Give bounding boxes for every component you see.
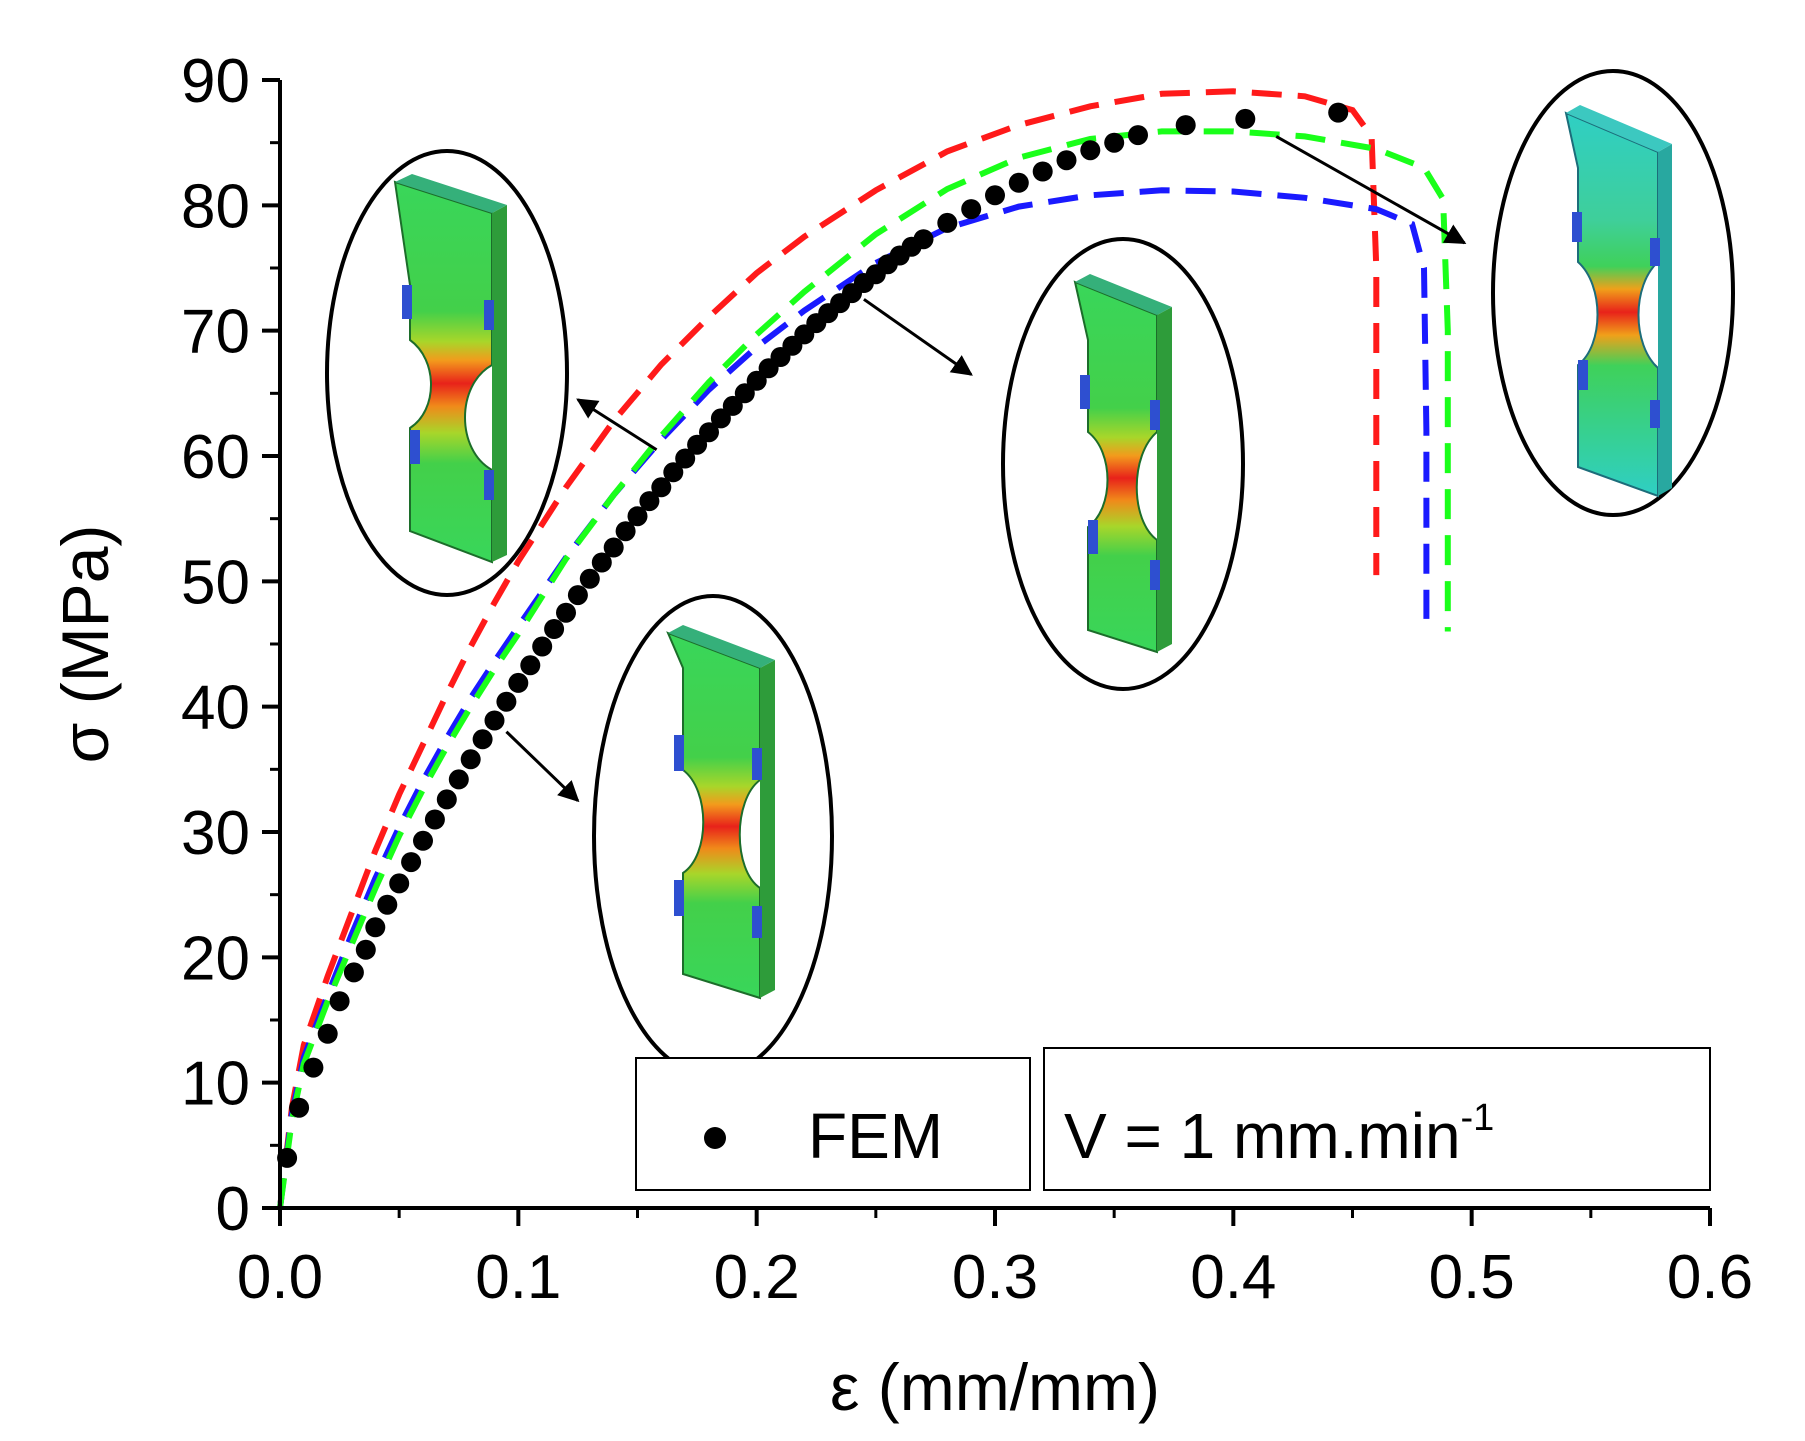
annotation-arrow-inset-strain-0.1: [505, 730, 580, 803]
fem-point: [508, 672, 529, 693]
y-ticks: 0 10 20 30 40 50 60 70 80 90: [181, 47, 280, 1244]
y-tick-label: 20: [181, 924, 250, 993]
fem-point: [734, 383, 755, 404]
fem-point: [424, 809, 445, 830]
x-tick-label: 0.2: [714, 1243, 800, 1312]
annotation-arrow-inset-strain-0.17: [576, 398, 658, 451]
fem-point: [1104, 132, 1125, 153]
fem-point: [663, 462, 684, 483]
fem-point: [448, 769, 469, 790]
legend-condition-main: V = 1 mm.min: [1064, 1100, 1461, 1172]
fem-point: [1008, 172, 1029, 193]
fem-point: [1032, 161, 1053, 182]
fem-point: [579, 568, 600, 589]
fem-point: [544, 619, 565, 639]
fem-point: [413, 830, 433, 851]
series-line-blue: [277, 187, 1430, 1209]
fem-point: [303, 1057, 324, 1078]
fem-point: [377, 894, 398, 915]
fem-point: [687, 434, 708, 455]
fem-point: [710, 408, 731, 429]
x-tick-label: 0.1: [475, 1243, 561, 1312]
fem-point: [651, 477, 672, 498]
legend-box-condition: [1043, 1047, 1711, 1191]
series-line-green: [277, 128, 1451, 1209]
annotation-arrows: [505, 135, 1467, 803]
fem-point: [389, 873, 410, 894]
fem-point: [436, 789, 457, 810]
y-tick-label: 10: [181, 1050, 250, 1119]
fem-points: [277, 102, 1349, 1168]
legend-condition-label: V = 1 mm.min-1: [1064, 1097, 1494, 1172]
fem-point: [496, 691, 517, 712]
legend: FEM V = 1 mm.min-1: [635, 1047, 1711, 1191]
x-ticks: 0.0 0.1 0.2 0.3 0.4 0.5 0.6: [237, 1208, 1753, 1312]
fem-point: [472, 729, 493, 750]
fem-point: [329, 991, 350, 1012]
annotation-arrow-inset-strain-0.41: [1275, 135, 1467, 245]
fem-point: [532, 636, 553, 657]
fem-point: [567, 585, 588, 606]
fem-point: [913, 229, 934, 250]
y-tick-label: 80: [181, 172, 250, 241]
fem-point: [1175, 115, 1196, 136]
fem-point: [603, 537, 624, 558]
fem-point: [556, 602, 576, 623]
specimen-inset-right: [1491, 69, 1735, 517]
fem-point: [615, 521, 636, 542]
x-tick-label: 0.4: [1190, 1243, 1276, 1312]
specimen-inset-bottom: [592, 594, 834, 1078]
x-axis-title: ε (mm/mm): [830, 1350, 1160, 1424]
x-tick-label: 0.0: [237, 1243, 323, 1312]
series-layer: [277, 88, 1451, 1209]
series-line-red: [277, 88, 1380, 1209]
fem-point: [365, 917, 386, 938]
legend-fem-label: FEM: [808, 1100, 943, 1172]
annotation-arrow-inset-strain-0.24: [863, 298, 973, 376]
fem-point: [1080, 140, 1101, 161]
fem-point: [355, 939, 376, 960]
fem-point: [722, 395, 743, 416]
fem-point: [1128, 125, 1148, 146]
legend-box-marker: [635, 1057, 1031, 1191]
y-tick-label: 60: [181, 423, 250, 492]
fem-point: [961, 199, 982, 220]
fem-point: [317, 1023, 338, 1044]
x-tick-label: 0.3: [952, 1243, 1038, 1312]
y-tick-label: 70: [181, 298, 250, 367]
fem-point: [401, 852, 422, 873]
fem-point: [484, 710, 505, 731]
y-tick-label: 50: [181, 548, 250, 617]
y-axis-title: σ (MPa): [48, 525, 122, 764]
legend-fem-marker: [704, 1127, 726, 1149]
y-tick-label: 30: [181, 799, 250, 868]
fem-point: [985, 185, 1005, 206]
fem-point: [343, 962, 364, 983]
fem-point: [520, 655, 541, 676]
y-tick-label: 90: [181, 47, 250, 116]
fem-point: [627, 506, 648, 527]
fem-point: [639, 491, 660, 512]
x-tick-label: 0.6: [1667, 1243, 1753, 1312]
fem-point: [277, 1147, 298, 1168]
fem-point: [1328, 102, 1349, 123]
fem-point: [699, 422, 719, 443]
fem-point: [591, 552, 612, 573]
fem-point: [1235, 108, 1256, 129]
y-tick-label: 0: [216, 1175, 250, 1244]
fem-point: [460, 749, 481, 770]
y-tick-label: 40: [181, 674, 250, 743]
fem-point: [1056, 150, 1077, 171]
fem-point: [675, 448, 696, 469]
specimen-inset-left: [325, 149, 569, 597]
specimen-inset-middle: [1001, 237, 1245, 691]
fem-point: [937, 212, 958, 233]
x-tick-label: 0.5: [1429, 1243, 1515, 1312]
fem-point: [746, 370, 767, 391]
fem-point: [289, 1097, 310, 1118]
legend-condition-sup: -1: [1461, 1097, 1495, 1139]
